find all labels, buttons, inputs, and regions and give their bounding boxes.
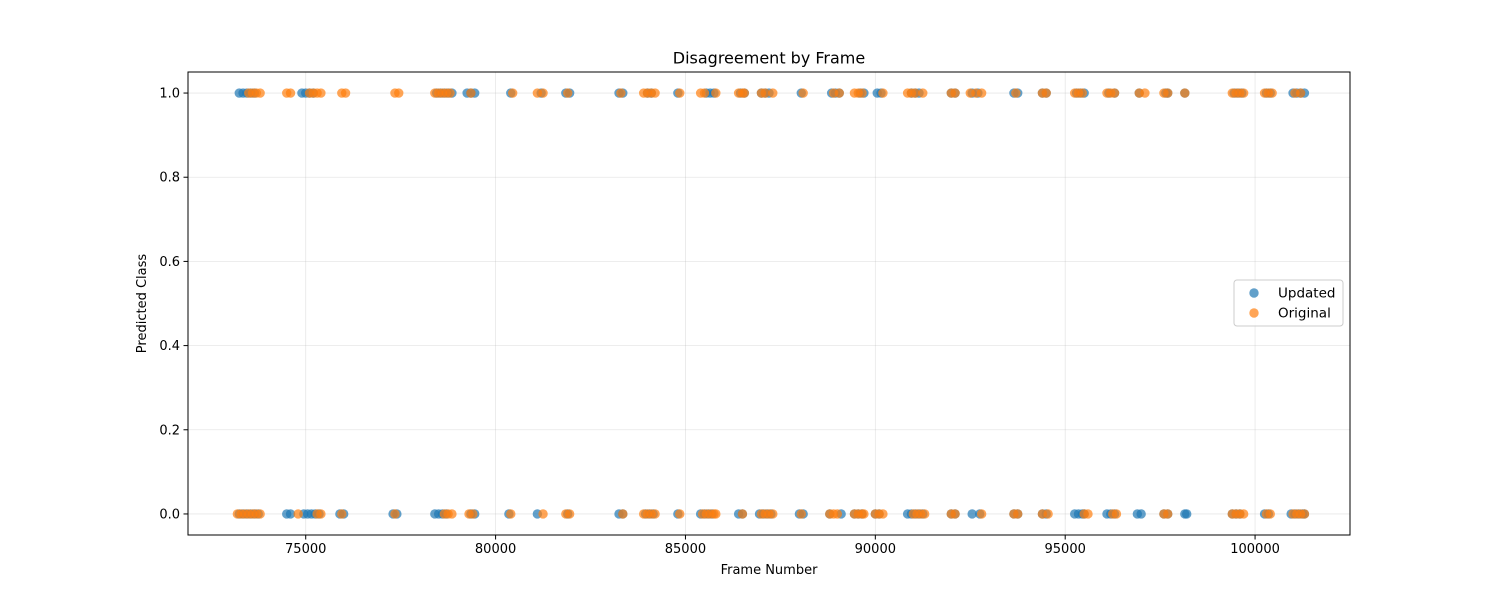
x-tick-label: 85000 bbox=[665, 542, 706, 557]
legend-label-updated: Updated bbox=[1278, 286, 1335, 302]
original-point bbox=[919, 509, 930, 519]
original-point bbox=[285, 88, 296, 98]
legend-marker-original bbox=[1249, 308, 1259, 318]
original-point bbox=[616, 88, 626, 98]
original-point bbox=[675, 88, 685, 98]
original-point bbox=[711, 509, 721, 519]
original-point bbox=[1295, 88, 1306, 98]
original-point bbox=[1238, 88, 1249, 98]
original-point bbox=[918, 88, 928, 98]
legend: Updated Original bbox=[1233, 279, 1344, 327]
original-point bbox=[834, 88, 844, 98]
original-point bbox=[798, 88, 808, 98]
original-point bbox=[832, 509, 843, 519]
original-point bbox=[394, 88, 404, 98]
grid bbox=[188, 72, 1350, 535]
original-point bbox=[711, 88, 721, 98]
y-tick-label: 0.6 bbox=[159, 255, 180, 270]
original-point bbox=[859, 509, 869, 519]
original-point bbox=[976, 88, 987, 98]
original-point bbox=[950, 509, 960, 519]
original-point bbox=[737, 509, 748, 519]
x-tick-label: 75000 bbox=[285, 542, 326, 557]
axis-ticks: 75000 80000 85000 90000 95000 100000 0.0 0.2 0.4… bbox=[159, 87, 1280, 557]
original-point bbox=[878, 509, 888, 519]
plot-frame bbox=[187, 71, 1351, 536]
original-point bbox=[950, 88, 960, 98]
original-point bbox=[1163, 88, 1173, 98]
original-point bbox=[1140, 88, 1150, 98]
original-point bbox=[675, 509, 685, 519]
original-point bbox=[739, 88, 750, 98]
original-point bbox=[1238, 509, 1249, 519]
original-point bbox=[316, 88, 326, 98]
legend-label-original: Original bbox=[1278, 306, 1331, 322]
original-point bbox=[1011, 88, 1021, 98]
original-point bbox=[538, 88, 548, 98]
original-point bbox=[768, 88, 778, 98]
original-point bbox=[768, 509, 778, 519]
y-tick-label: 0.0 bbox=[159, 507, 180, 522]
original-point bbox=[1077, 88, 1087, 98]
original-point bbox=[447, 509, 457, 519]
legend-marker-updated bbox=[1249, 288, 1259, 298]
original-point bbox=[1299, 509, 1310, 519]
y-tick-label: 0.4 bbox=[159, 339, 180, 354]
original-point bbox=[650, 509, 660, 519]
original-point bbox=[445, 88, 455, 98]
x-axis-label: Frame Number bbox=[721, 563, 819, 578]
original-point bbox=[1043, 509, 1053, 519]
original-point bbox=[1163, 509, 1173, 519]
updated-point bbox=[967, 509, 977, 519]
original-point bbox=[910, 88, 920, 98]
updated-point bbox=[1136, 509, 1146, 519]
original-point bbox=[1180, 88, 1190, 98]
y-tick-label: 0.8 bbox=[159, 171, 180, 186]
original-point bbox=[468, 509, 478, 519]
original-point bbox=[1265, 509, 1275, 519]
x-tick-label: 100000 bbox=[1230, 542, 1280, 557]
updated-point bbox=[285, 509, 296, 519]
y-tick-label: 0.2 bbox=[159, 423, 180, 438]
x-tick-label: 95000 bbox=[1045, 542, 1086, 557]
original-point bbox=[340, 88, 351, 98]
original-point bbox=[618, 509, 628, 519]
original-point bbox=[312, 509, 322, 519]
original-point bbox=[506, 509, 516, 519]
chart-title: Disagreement by Frame bbox=[673, 49, 865, 68]
original-point bbox=[293, 509, 303, 519]
original-point bbox=[878, 88, 888, 98]
x-tick-label: 80000 bbox=[475, 542, 516, 557]
original-point bbox=[976, 509, 987, 519]
original-point bbox=[507, 88, 518, 98]
original-point bbox=[255, 88, 265, 98]
updated-point bbox=[1182, 509, 1192, 519]
original-point bbox=[1111, 509, 1122, 519]
original-point bbox=[1083, 509, 1093, 519]
original-point bbox=[699, 88, 710, 98]
original-point bbox=[538, 509, 548, 519]
original-point bbox=[337, 509, 347, 519]
original-point bbox=[1109, 88, 1120, 98]
plot-points bbox=[232, 88, 1310, 519]
legend-box bbox=[1233, 279, 1344, 327]
y-axis-label: Predicted Class bbox=[135, 254, 150, 354]
original-point bbox=[564, 509, 575, 519]
original-point bbox=[390, 509, 400, 519]
original-point bbox=[1267, 88, 1277, 98]
original-point bbox=[650, 88, 660, 98]
original-point bbox=[796, 509, 806, 519]
original-point bbox=[466, 88, 476, 98]
y-tick-label: 1.0 bbox=[159, 87, 180, 102]
x-tick-label: 90000 bbox=[855, 542, 896, 557]
series-original bbox=[232, 88, 1310, 519]
original-point bbox=[857, 88, 867, 98]
original-point bbox=[1041, 88, 1051, 98]
original-point bbox=[760, 88, 770, 98]
original-point bbox=[1013, 509, 1023, 519]
original-point bbox=[255, 509, 265, 519]
original-point bbox=[563, 88, 573, 98]
